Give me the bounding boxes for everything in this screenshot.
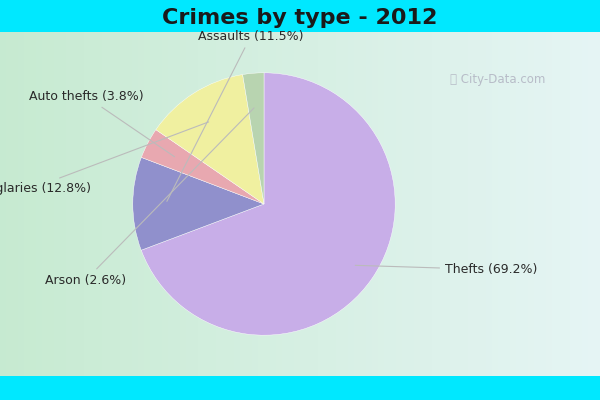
Text: ⓘ City-Data.com: ⓘ City-Data.com [451,74,545,86]
Wedge shape [156,74,264,204]
Wedge shape [242,73,264,204]
Text: Crimes by type - 2012: Crimes by type - 2012 [163,8,437,28]
Text: Burglaries (12.8%): Burglaries (12.8%) [0,122,209,195]
Wedge shape [141,73,395,335]
Text: Arson (2.6%): Arson (2.6%) [45,108,254,286]
Wedge shape [142,130,264,204]
Text: Assaults (11.5%): Assaults (11.5%) [167,30,304,201]
Wedge shape [133,157,264,250]
Text: Thefts (69.2%): Thefts (69.2%) [355,263,538,276]
Text: Auto thefts (3.8%): Auto thefts (3.8%) [29,90,175,157]
